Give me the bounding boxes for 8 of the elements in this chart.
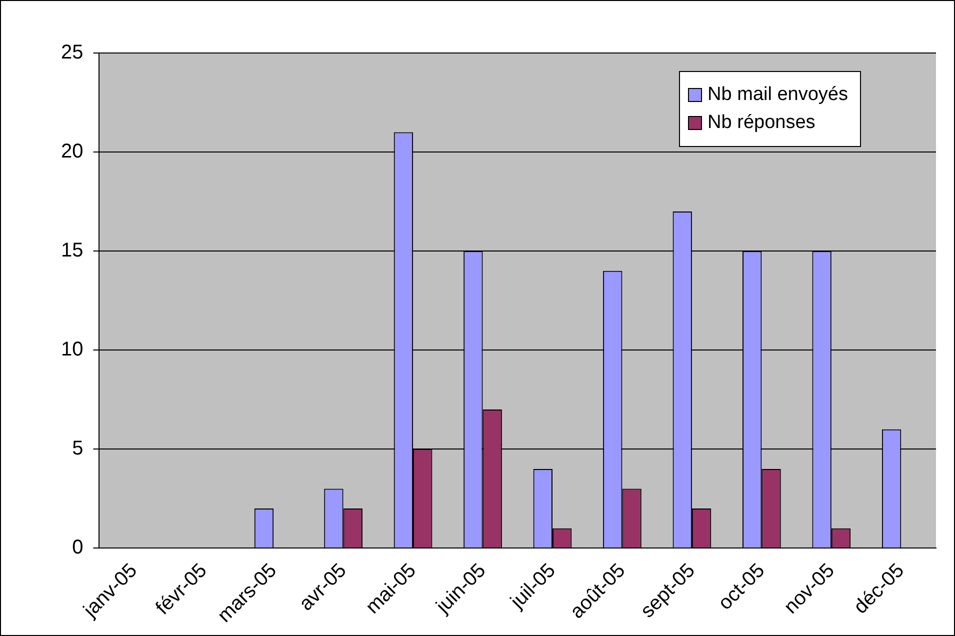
y-tick-label: 10 [60, 338, 84, 361]
y-tick-label: 5 [72, 438, 84, 460]
y-tick-label: 15 [60, 240, 84, 262]
y-tick-label: 25 [60, 42, 84, 64]
legend-label: Nb réponses [708, 112, 816, 134]
y-tick-label: 20 [60, 140, 84, 163]
y-tick-label: 0 [72, 536, 84, 559]
legend-label: Nb mail envoyés [708, 84, 848, 106]
